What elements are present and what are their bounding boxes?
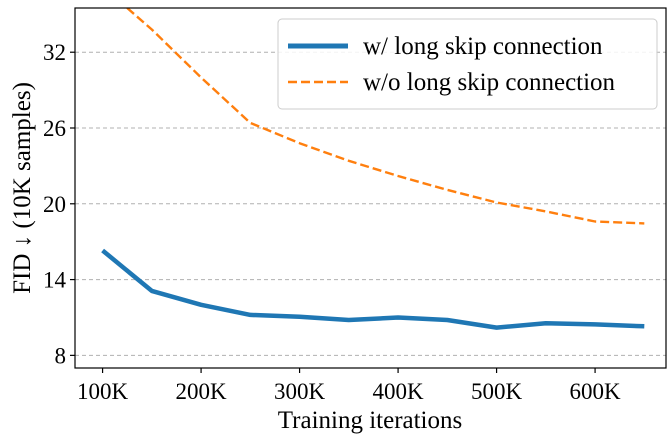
x-tick-label: 600K bbox=[570, 379, 622, 404]
legend-label-with-skip: w/ long skip connection bbox=[363, 33, 603, 60]
x-axis-ticks: 100K 200K 300K 400K 500K 600K bbox=[77, 368, 621, 404]
x-axis-label: Training iterations bbox=[278, 407, 463, 434]
x-tick-label: 400K bbox=[373, 379, 425, 404]
y-tick-label: 8 bbox=[55, 343, 67, 368]
legend-box bbox=[277, 18, 658, 110]
x-tick-label: 100K bbox=[77, 379, 129, 404]
series-line-with-skip bbox=[101, 248, 645, 330]
legend: w/ long skip connection w/o long skip co… bbox=[277, 18, 658, 110]
x-tick-label: 500K bbox=[471, 379, 523, 404]
y-tick-label: 32 bbox=[43, 40, 66, 65]
series-line-without-skip bbox=[126, 8, 645, 225]
y-axis-label: FID ↓ (10K samples) bbox=[9, 82, 36, 294]
y-tick-label: 26 bbox=[43, 116, 66, 141]
x-tick-label: 300K bbox=[274, 379, 326, 404]
plot-frame bbox=[74, 7, 667, 369]
y-tick-label: 20 bbox=[43, 192, 66, 217]
x-tick-label: 200K bbox=[176, 379, 228, 404]
y-tick-label: 14 bbox=[43, 268, 67, 293]
y-axis-ticks: 8 14 20 26 32 bbox=[43, 40, 75, 368]
series-layer bbox=[101, 8, 645, 330]
legend-label-without-skip: w/o long skip connection bbox=[363, 69, 616, 96]
